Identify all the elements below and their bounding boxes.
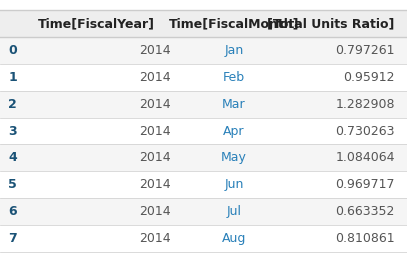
- Text: Aug: Aug: [222, 232, 246, 245]
- Text: 2014: 2014: [139, 205, 171, 218]
- Bar: [0, 225, 407, 252]
- Text: 1.282908: 1.282908: [335, 98, 395, 111]
- Text: Apr: Apr: [223, 125, 245, 137]
- Bar: [0, 118, 407, 144]
- Text: 2014: 2014: [139, 71, 171, 84]
- Bar: [0, 37, 407, 64]
- Bar: [0, 10, 407, 37]
- Text: 0.663352: 0.663352: [335, 205, 395, 218]
- Text: 0: 0: [8, 44, 17, 57]
- Text: Feb: Feb: [223, 71, 245, 84]
- Text: 5: 5: [8, 178, 17, 191]
- Text: 2014: 2014: [139, 232, 171, 245]
- Text: 0.95912: 0.95912: [343, 71, 395, 84]
- Text: 0.969717: 0.969717: [335, 178, 395, 191]
- Text: 2014: 2014: [139, 151, 171, 164]
- Text: 2014: 2014: [139, 125, 171, 137]
- Bar: [0, 91, 407, 118]
- Text: 1.084064: 1.084064: [335, 151, 395, 164]
- Text: Jun: Jun: [224, 178, 244, 191]
- Bar: [0, 198, 407, 225]
- Text: 1: 1: [8, 71, 17, 84]
- Text: 2: 2: [8, 98, 17, 111]
- Text: 0.797261: 0.797261: [335, 44, 395, 57]
- Text: Mar: Mar: [222, 98, 246, 111]
- Text: Jul: Jul: [227, 205, 241, 218]
- Text: May: May: [221, 151, 247, 164]
- Bar: [0, 64, 407, 91]
- Bar: [0, 171, 407, 198]
- Text: 0.730263: 0.730263: [335, 125, 395, 137]
- Text: 7: 7: [8, 232, 17, 245]
- Text: Jan: Jan: [224, 44, 244, 57]
- Bar: [0, 144, 407, 171]
- Text: 2014: 2014: [139, 44, 171, 57]
- Text: 2014: 2014: [139, 178, 171, 191]
- Text: 3: 3: [8, 125, 17, 137]
- Text: 2014: 2014: [139, 98, 171, 111]
- Text: 4: 4: [8, 151, 17, 164]
- Text: 6: 6: [8, 205, 17, 218]
- Text: 0.810861: 0.810861: [335, 232, 395, 245]
- Text: Time[FiscalMonth]: Time[FiscalMonth]: [169, 17, 299, 30]
- Text: [Total Units Ratio]: [Total Units Ratio]: [267, 17, 395, 30]
- Text: Time[FiscalYear]: Time[FiscalYear]: [38, 17, 155, 30]
